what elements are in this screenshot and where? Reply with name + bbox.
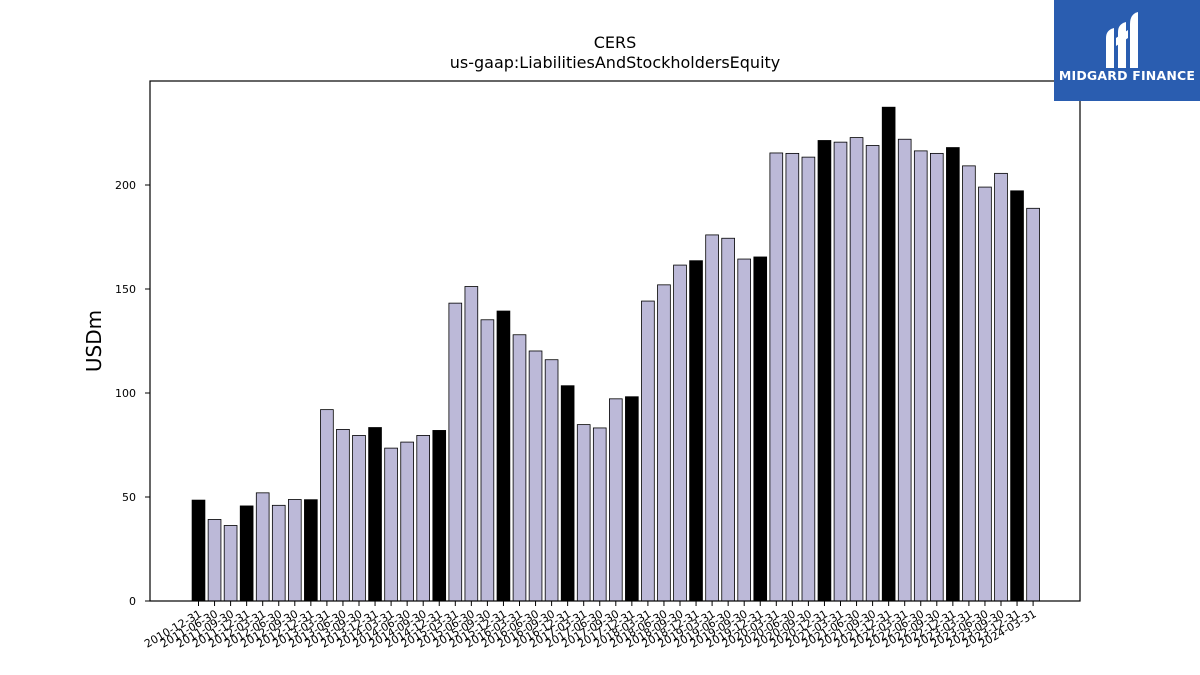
bar [400,441,414,602]
bar [544,359,559,602]
y-tick-label: 50 [122,491,136,504]
bar [592,427,607,602]
bar [705,234,719,602]
bar [673,264,687,602]
bar [1026,207,1040,602]
bar [304,499,318,602]
bar [191,499,206,602]
bar [352,435,366,602]
bar [897,138,912,602]
bar [946,147,960,602]
bar [753,256,768,602]
bar [239,505,254,602]
bar [785,152,800,602]
bar [528,350,543,602]
chart-subtitle: us-gaap:LiabilitiesAndStockholdersEquity [450,53,781,72]
plot-area: 0501001502002010-12-312011-06-302011-09-… [115,80,1081,651]
bar [609,398,623,602]
bar [721,237,735,602]
midgard-m-logo-icon [1106,12,1138,68]
bar [865,145,880,602]
bar [657,284,671,602]
bar [881,106,896,602]
y-tick-label: 150 [115,283,136,296]
bar [994,172,1008,602]
bar [913,150,928,602]
axes-frame [149,80,1081,602]
brand-name: MIDGARD FINANCE [1058,68,1196,83]
bar [336,428,350,602]
bar [625,396,639,602]
bar [368,427,382,602]
bar [432,430,447,602]
bar [448,302,463,602]
bar [737,258,751,602]
bar [287,499,302,602]
bar [801,156,816,602]
y-tick-label: 0 [129,595,136,608]
bar [271,504,286,602]
bar [849,137,864,602]
bar [689,260,703,602]
bar [641,300,655,602]
bar [769,152,784,602]
bar [223,525,238,602]
bar [1010,190,1024,602]
bar [560,385,575,602]
chart-title: CERS [594,33,637,52]
y-tick-label: 100 [115,387,136,400]
bar [512,334,527,602]
brand-logo: MIDGARD FINANCE [1054,0,1200,101]
bar [978,186,992,602]
bar [576,424,591,602]
bar [416,435,430,602]
y-axis-label: USDm [82,310,106,372]
bar [833,141,848,602]
bar [384,447,398,602]
bar [255,492,270,602]
bar [480,319,495,602]
bar [496,310,511,602]
bar [930,152,944,602]
y-tick-label: 200 [115,179,136,192]
bar [962,165,976,602]
bar [320,409,334,602]
bar [817,140,832,602]
bar [207,519,222,602]
bar [464,286,479,602]
